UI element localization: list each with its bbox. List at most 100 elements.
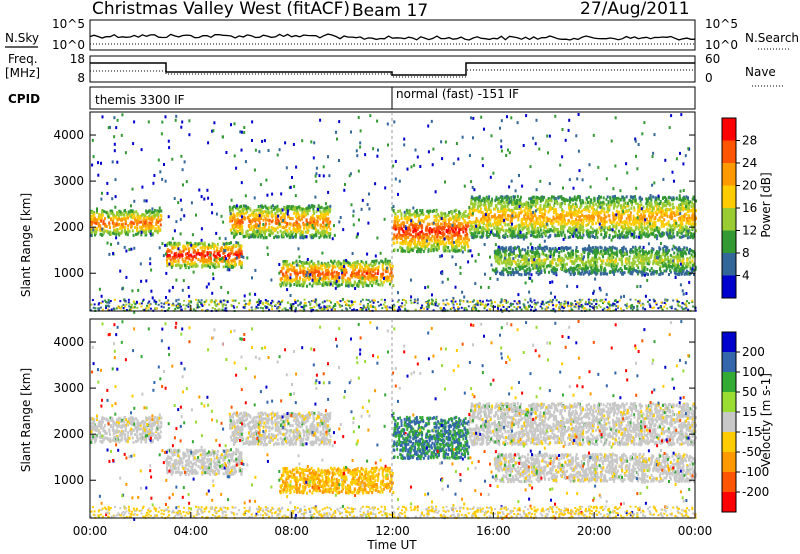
power-cell: [465, 236, 468, 240]
power-cell: [563, 225, 566, 229]
power-cell: [545, 198, 548, 202]
power-cell: [342, 267, 344, 271]
power-cell: [186, 243, 189, 247]
power-cell: [324, 273, 327, 277]
power-cell: [243, 212, 246, 216]
power-cell: [340, 282, 343, 286]
power-cell: [424, 217, 427, 221]
power-cell: [451, 248, 453, 252]
power-cell: [529, 206, 532, 210]
power-cell: [295, 269, 298, 273]
power-cell: [680, 198, 683, 202]
power-cell: [231, 258, 234, 262]
power-cell: [473, 205, 476, 208]
power-cell: [473, 229, 476, 233]
power-cell: [316, 270, 319, 274]
power-cell: [674, 224, 677, 228]
power-cell: [597, 221, 600, 225]
power-cell: [225, 247, 228, 251]
power-cell: [124, 220, 127, 223]
power-cell: [651, 211, 653, 215]
power-cell: [338, 262, 341, 266]
power-cell: [608, 236, 611, 239]
power-cell: [583, 215, 586, 218]
power-cell: [270, 232, 273, 236]
power-cell: [345, 261, 348, 265]
power-cell: [420, 219, 423, 222]
power-cell: [553, 226, 555, 230]
power-cell: [415, 214, 418, 218]
power-cell: [367, 284, 370, 288]
power-cell: [456, 216, 459, 220]
power-cell: [134, 226, 136, 229]
power-cell: [118, 217, 121, 221]
power-cell: [103, 217, 106, 221]
power-cell: [661, 215, 664, 219]
power-cell: [678, 204, 680, 208]
power-cell: [595, 233, 598, 236]
power-cell: [369, 275, 372, 278]
power-cell: [544, 201, 547, 205]
power-cell: [420, 246, 423, 250]
power-cell: [495, 195, 498, 199]
power-cell: [650, 232, 653, 236]
power-cell: [184, 257, 187, 261]
power-cell: [124, 222, 127, 226]
power-cell: [695, 199, 697, 203]
power-cell: [436, 227, 439, 231]
power-cell: [317, 273, 319, 277]
power-cell: [147, 224, 150, 228]
power-cell: [309, 223, 312, 227]
power-cell: [613, 205, 616, 208]
power-cell: [650, 218, 652, 222]
power-cell: [531, 215, 534, 219]
power-cell: [569, 212, 572, 216]
cpid-label: CPID: [8, 92, 40, 106]
power-cell: [528, 207, 530, 210]
power-cell: [505, 229, 508, 232]
power-cell: [194, 242, 197, 246]
power-cell: [258, 221, 261, 225]
power-cell: [692, 226, 694, 230]
power-cell: [514, 215, 517, 219]
power-cell: [254, 235, 257, 239]
power-cell: [197, 258, 200, 261]
power-cell: [239, 213, 242, 217]
power-cell: [424, 232, 427, 236]
power-cell: [418, 247, 421, 251]
power-cell: [328, 235, 331, 239]
power-cell: [92, 219, 95, 223]
power-cell: [468, 228, 471, 231]
power-cell: [478, 195, 481, 199]
power-cell: [668, 203, 671, 207]
power-cell: [570, 220, 573, 224]
power-cell: [683, 228, 686, 231]
power-cell: [547, 235, 550, 239]
power-cell: [340, 267, 343, 271]
power-cell: [516, 234, 519, 238]
power-cell: [664, 200, 667, 203]
power-cell: [169, 260, 172, 264]
power-cell: [641, 215, 644, 219]
power-cell: [524, 220, 527, 224]
power-cell: [551, 229, 554, 233]
power-cell: [457, 235, 460, 239]
power-cell: [530, 200, 533, 204]
power-cell: [403, 221, 406, 225]
power-cell: [418, 236, 421, 240]
power-cell: [554, 233, 557, 237]
power-cell: [502, 200, 505, 204]
power-cell: [264, 224, 267, 228]
power-cell: [513, 207, 516, 210]
power-cell: [525, 231, 528, 235]
power-cell: [421, 243, 424, 247]
power-cell: [141, 213, 144, 216]
power-cell: [686, 229, 689, 233]
power-cell: [643, 223, 646, 226]
power-cell: [131, 216, 134, 220]
power-cell: [575, 221, 578, 225]
power-cell: [317, 266, 320, 270]
power-cell: [595, 229, 598, 233]
power-cell: [192, 250, 195, 254]
power-cell: [514, 227, 517, 231]
